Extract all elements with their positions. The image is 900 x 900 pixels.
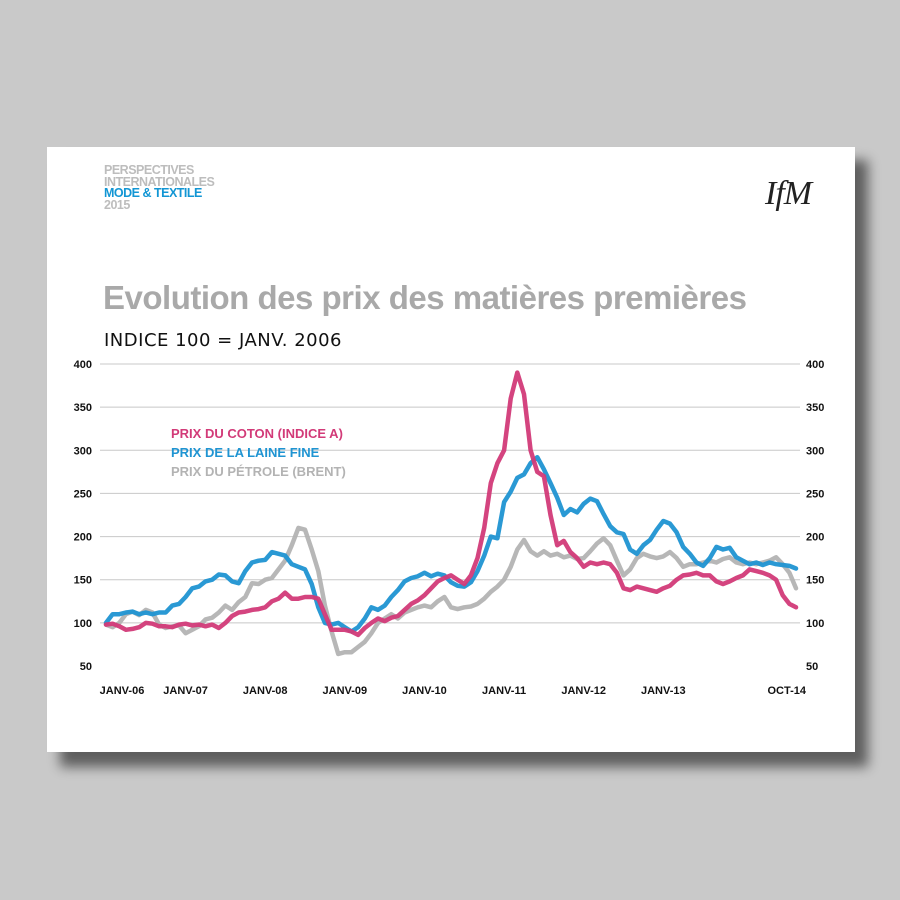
y-tick-label-right: 100 — [806, 618, 824, 630]
x-tick-label: OCT-14 — [767, 685, 806, 697]
y-tick-label-left: 150 — [74, 575, 92, 587]
x-tick-label: JANV-06 — [100, 685, 145, 697]
y-tick-label-left: 250 — [74, 488, 92, 500]
y-tick-label-left: 50 — [80, 661, 92, 673]
series-line-0 — [103, 525, 799, 657]
x-tick-label: JANV-07 — [163, 685, 208, 697]
brand-line-4: 2015 — [104, 197, 130, 212]
y-tick-label-right: 350 — [806, 402, 824, 414]
chart-title: Evolution des prix des matières première… — [103, 279, 747, 316]
y-tick-label-right: 300 — [806, 445, 824, 457]
publication-brand: PERSPECTIVES INTERNATIONALES MODE & TEXT… — [104, 163, 215, 212]
chart-card: PERSPECTIVES INTERNATIONALES MODE & TEXT… — [47, 147, 855, 752]
y-tick-label-right: 150 — [806, 575, 824, 587]
y-tick-label-left: 100 — [74, 618, 92, 630]
y-tick-label-left: 400 — [74, 359, 92, 371]
chart-subtitle: INDICE 100 = JANV. 2006 — [104, 330, 343, 351]
y-tick-label-left: 200 — [74, 532, 92, 544]
brand-line-3: MODE & TEXTILE — [104, 186, 202, 200]
y-tick-label-right: 50 — [806, 661, 818, 673]
y-tick-label-right: 250 — [806, 488, 824, 500]
x-tick-label: JANV-13 — [641, 685, 686, 697]
y-tick-label-left: 300 — [74, 445, 92, 457]
x-tick-label: JANV-08 — [243, 685, 288, 697]
legend-entry: PRIX DE LA LAINE FINE — [171, 445, 320, 460]
x-tick-label: JANV-12 — [561, 685, 606, 697]
y-tick-label-right: 400 — [806, 359, 824, 371]
y-tick-label-right: 200 — [806, 532, 824, 544]
legend-entry: PRIX DU COTON (INDICE A) — [171, 426, 343, 441]
series-line-2 — [103, 370, 799, 638]
y-tick-label-left: 350 — [74, 402, 92, 414]
x-tick-label: JANV-09 — [323, 685, 368, 697]
ifm-logo: IfM — [765, 175, 812, 212]
legend-entry: PRIX DU PÉTROLE (BRENT) — [171, 464, 346, 479]
x-tick-label: JANV-10 — [402, 685, 447, 697]
brand-line-1: PERSPECTIVES — [104, 163, 194, 177]
x-tick-label: JANV-11 — [482, 685, 526, 697]
brand-line-2: INTERNATIONALES — [104, 174, 215, 189]
series-line-1 — [103, 454, 799, 634]
